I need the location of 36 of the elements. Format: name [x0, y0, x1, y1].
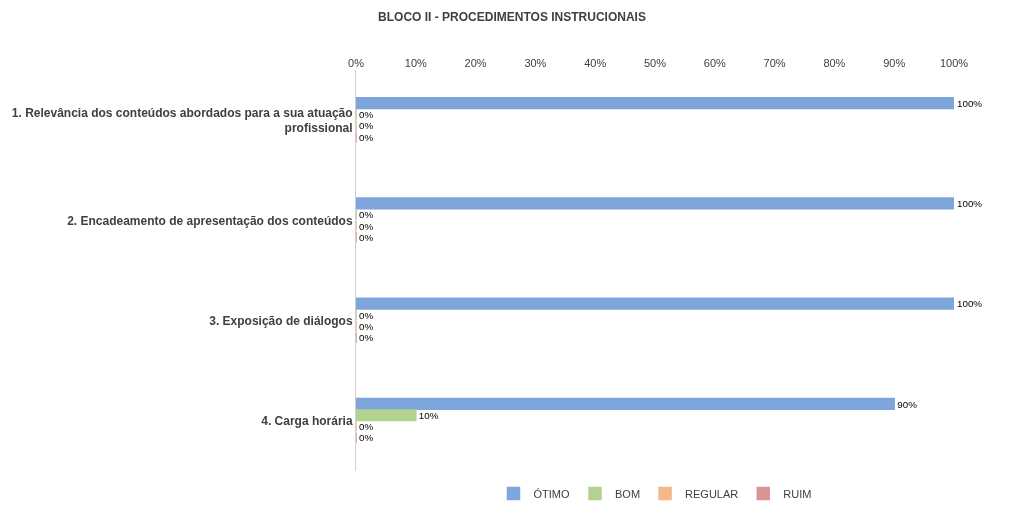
- legend-label: REGULAR: [685, 487, 739, 500]
- legend-label: BOM: [614, 487, 641, 500]
- legend-label: RUIM: [783, 487, 812, 500]
- data-label: 10%: [418, 409, 439, 421]
- data-label: 0%: [359, 332, 374, 344]
- data-label: 100%: [957, 298, 983, 310]
- data-label: 0%: [359, 421, 374, 433]
- data-label: 0%: [359, 220, 374, 232]
- x-tick-label: 20%: [464, 56, 487, 69]
- legend-label: ÓTIMO: [533, 487, 570, 500]
- x-tick-label: 30%: [524, 56, 547, 69]
- x-tick-label: 90%: [883, 56, 906, 69]
- x-tick-label: 100%: [939, 56, 969, 69]
- y-tick-label: 1. Relevância dos conteúdos abordados para a sua atuação profissional: [11, 105, 353, 136]
- y-tick-label: 3. Exposição de diálogos: [209, 313, 353, 328]
- x-tick-label: 0%: [348, 56, 365, 69]
- x-tick-label: 80%: [823, 56, 846, 69]
- x-tick-label: 50%: [643, 56, 667, 69]
- data-label: 100%: [957, 198, 983, 210]
- data-label: 0%: [359, 309, 374, 321]
- x-tick-label: 70%: [763, 56, 786, 69]
- data-label: 0%: [359, 120, 374, 132]
- data-label: 0%: [359, 320, 374, 332]
- chart-title: BLOCO II - PROCEDIMENTOS INSTRUCIONAIS: [378, 10, 646, 25]
- data-label: 0%: [359, 209, 374, 221]
- data-label: 0%: [359, 131, 374, 143]
- x-tick-label: 60%: [703, 56, 727, 69]
- data-label: 90%: [897, 398, 918, 410]
- data-label: 100%: [957, 97, 983, 109]
- data-label: 0%: [359, 432, 374, 444]
- data-label: 0%: [359, 109, 374, 121]
- y-tick-label: 4. Carga horária: [261, 414, 353, 429]
- x-tick-label: 10%: [404, 56, 428, 69]
- x-tick-label: 40%: [584, 56, 607, 69]
- y-tick-label: 2. Encadeamento de apresentação dos conteúdos: [67, 213, 353, 228]
- data-label: 0%: [359, 231, 374, 243]
